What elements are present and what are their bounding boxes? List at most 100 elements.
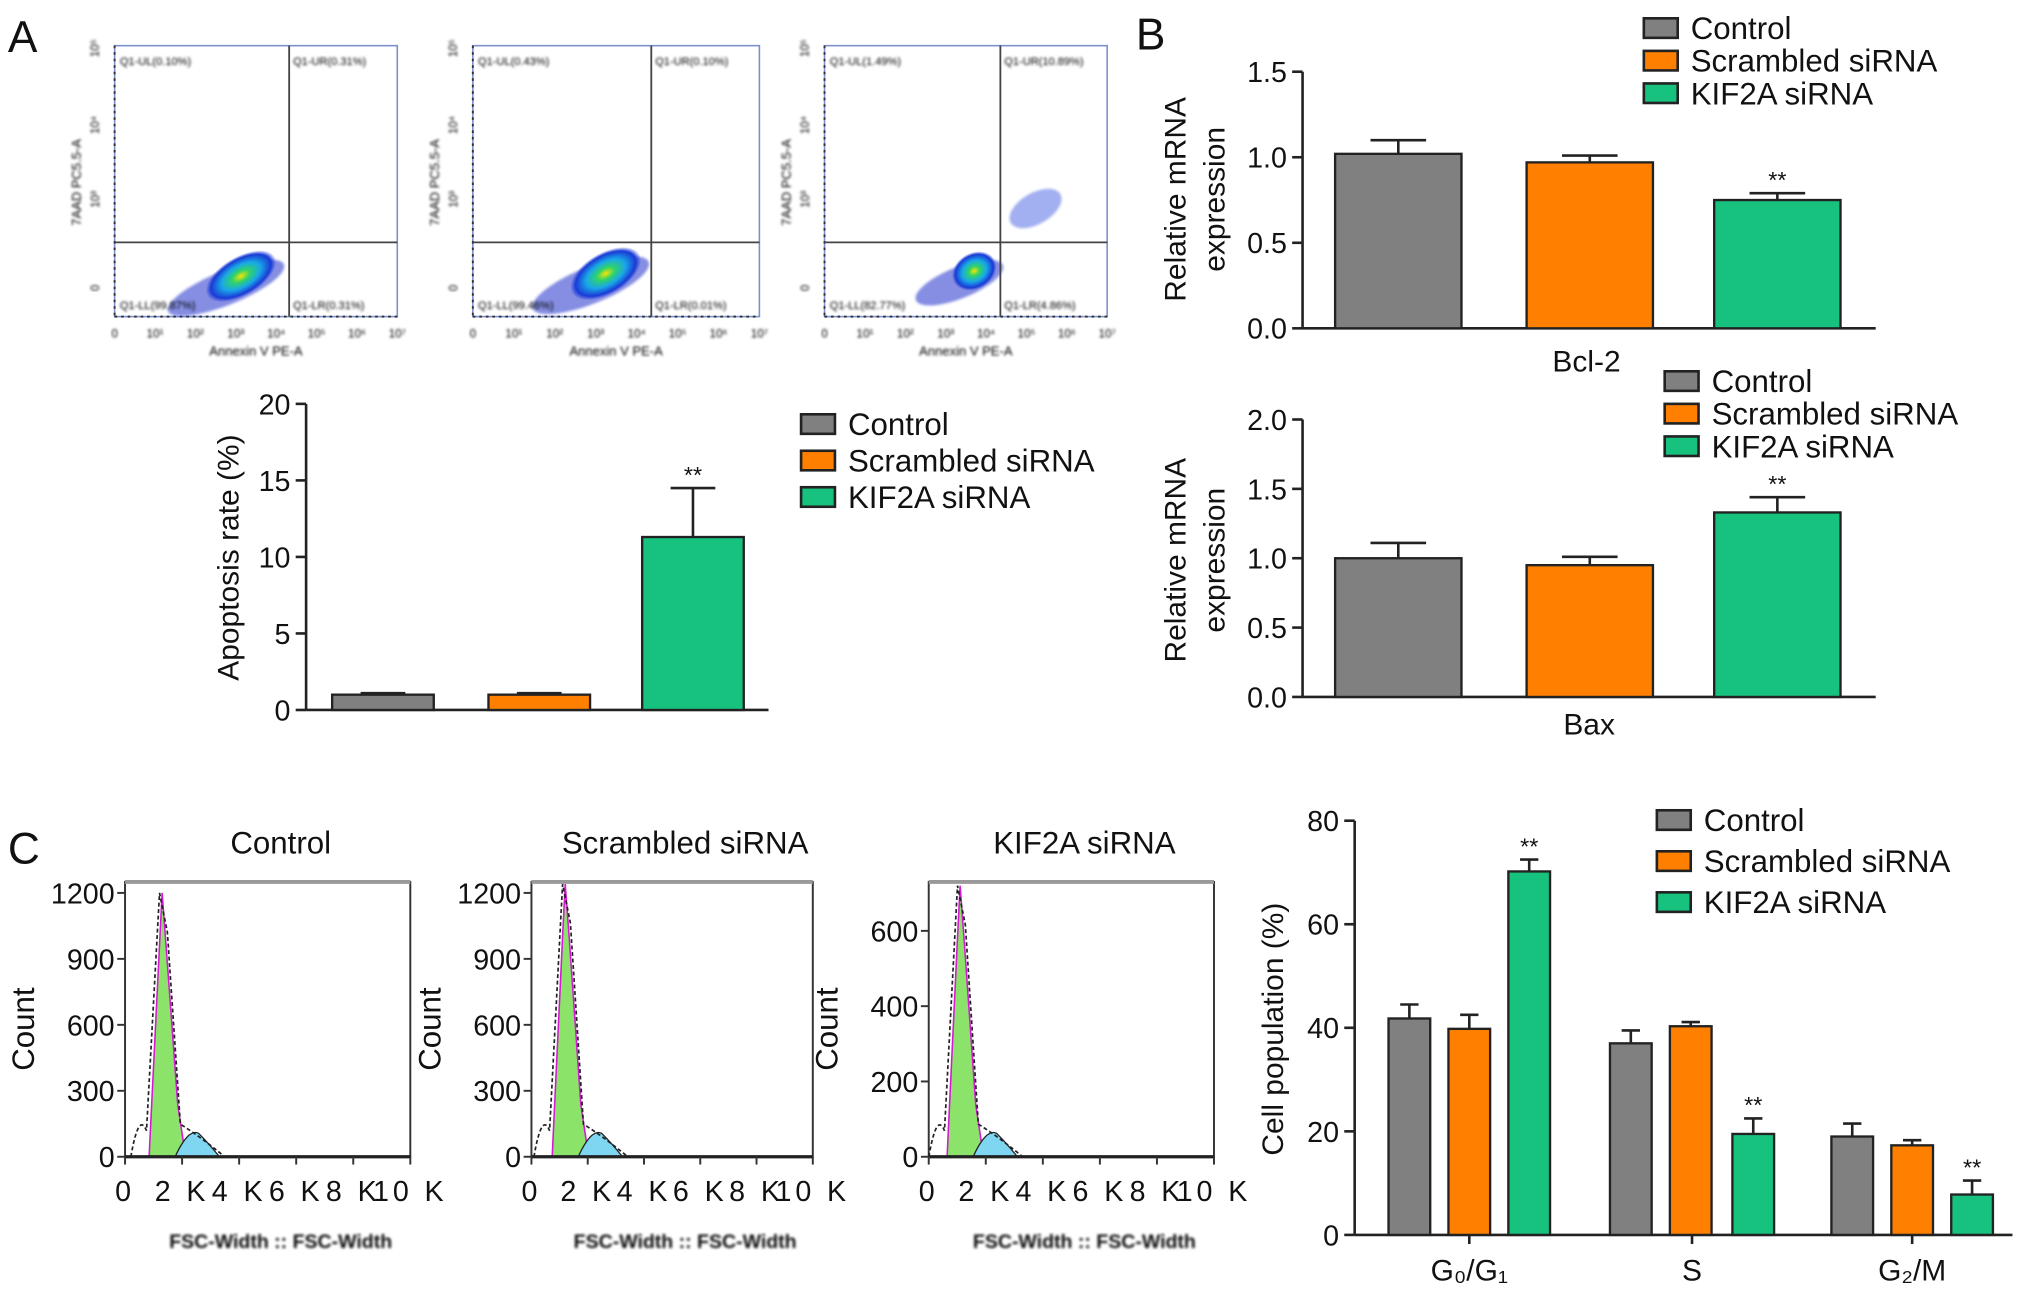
y-axis-label: 7AAD PC5.5-A [69, 139, 84, 226]
x-tick-label: 10⁴ [267, 327, 285, 340]
fit-curve [928, 885, 1024, 1158]
y-tick-label: 900 [473, 944, 521, 976]
x-tick-label: 4 K [212, 1176, 267, 1208]
y-tick-label: 0 [447, 284, 460, 291]
significance-marker: ** [1963, 1154, 1981, 1180]
y-tick-label: 10⁴ [89, 116, 102, 134]
y-tick-label: 10⁵ [799, 39, 812, 57]
event-density [570, 247, 642, 301]
flow-plot-1: Q1-UL(0.10%) Q1-UR(0.31%) Q1-LL(99.87%) Q1-… [69, 39, 406, 358]
g2-peak-area [972, 1131, 1019, 1158]
x-tick-label: 8 K [1130, 1176, 1185, 1208]
bar-scrambled-sirna [487, 693, 592, 712]
x-tick-label: 0 [115, 1176, 135, 1208]
x-tick-label: 4 K [1015, 1176, 1070, 1208]
x-tick-label: 10⁵ [308, 327, 326, 340]
x-tick-label: 6 K [673, 1176, 728, 1208]
bar-control [1830, 1135, 1875, 1237]
y-tick-label: 0.0 [1247, 314, 1287, 346]
bar-scrambled-sirna [1890, 1144, 1935, 1237]
legend-label: Control [848, 407, 949, 442]
x-tick-label: 10⁶ [710, 327, 728, 340]
x-tick-label: 0 [821, 327, 828, 340]
x-axis-label: Annexin V PE-A [919, 344, 1013, 359]
x-tick-label: 10⁶ [348, 327, 366, 340]
x-tick-label: 6 K [269, 1176, 324, 1208]
bar-control [1608, 1042, 1653, 1237]
x-tick-label: 8 K [729, 1176, 784, 1208]
x-axis-label: Bax [1563, 709, 1615, 742]
legend-swatch [799, 412, 837, 436]
y-tick-label: 0.5 [1247, 228, 1287, 260]
significance-marker: ** [1768, 167, 1786, 193]
bar-kif2a-sirna [1950, 1193, 1995, 1237]
x-tick-label: 10³ [937, 327, 954, 340]
bax-mrna-chart: 0.0 0.5 1.0 1.5 2.0 Relative mRNA expression **… [1159, 364, 1958, 742]
quadrant-ur-label: Q1-UR(0.10%) [655, 56, 728, 68]
y-tick-label: 0 [275, 695, 291, 727]
y-axis-label: expression [1198, 127, 1231, 272]
quadrant-ul-label: Q1-UL(1.49%) [830, 56, 901, 68]
x-axis-label: Bcl-2 [1552, 345, 1620, 378]
y-tick-label: 2.0 [1247, 405, 1287, 437]
y-tick-label: 1200 [457, 878, 521, 910]
bar-control [1387, 1017, 1432, 1237]
y-tick-label: 10⁵ [447, 39, 460, 57]
legend-swatch [1663, 402, 1700, 425]
legend-label: KIF2A siRNA [1691, 76, 1873, 111]
y-tick-label: 10³ [799, 191, 812, 208]
legend-label: Control [1691, 11, 1792, 46]
y-axis-label: Count [412, 987, 447, 1071]
y-axis-label: Cell population (%) [1257, 903, 1290, 1156]
x-tick-label: 2 K [560, 1176, 615, 1208]
legend-swatch [1663, 370, 1700, 393]
g2-peak-area [174, 1131, 221, 1158]
quadrant-ll-label: Q1-LL(82.77%) [830, 300, 906, 312]
x-axis-label: Annexin V PE-A [569, 344, 663, 359]
y-tick-label: 0 [89, 284, 102, 291]
x-tick-label: 10 K [776, 1176, 851, 1208]
flow-plot-2: Q1-UL(0.43%) Q1-UR(0.10%) Q1-LL(99.46%) Q1-… [427, 39, 768, 358]
significance-marker: ** [1744, 1092, 1762, 1118]
event-cloud-upper-right [1009, 188, 1062, 229]
y-tick-label: 1.5 [1247, 474, 1287, 506]
x-tick-label: 10⁶ [1058, 327, 1076, 340]
quadrant-ll-label: Q1-LL(99.87%) [120, 300, 196, 312]
x-tick-label: 10⁷ [1099, 327, 1116, 340]
legend-label: KIF2A siRNA [848, 480, 1030, 515]
y-tick-label: 20 [1307, 1117, 1339, 1149]
y-tick-label: 1.5 [1247, 57, 1287, 89]
x-tick-label: 10⁴ [977, 327, 995, 340]
legend-label: Control [1704, 803, 1805, 838]
x-tick-label: G₂/M [1878, 1255, 1946, 1288]
cell-population-chart: 0 20 40 60 80 Cell population (%) ** G₀/G₁ ** S **… [1257, 803, 2013, 1288]
legend-swatch [1655, 808, 1693, 832]
y-tick-label: 600 [473, 1010, 521, 1042]
fit-curve [533, 883, 629, 1158]
x-tick-label: 2 K [155, 1176, 210, 1208]
quadrant-ul-label: Q1-UL(0.43%) [478, 56, 549, 68]
y-axis-label: Count [810, 987, 845, 1071]
x-tick-label: 10² [546, 327, 563, 340]
y-tick-label: 1.0 [1247, 143, 1287, 175]
bar-kif2a-sirna [1507, 870, 1552, 1237]
x-tick-label: 8 K [326, 1176, 381, 1208]
y-tick-label: 10³ [447, 191, 460, 208]
quadrant-lr-label: Q1-LR(0.31%) [293, 300, 364, 312]
flow-plot-3: Q1-UL(1.49%) Q1-UR(10.89%) Q1-LL(82.77%) Q1… [779, 39, 1116, 358]
y-tick-label: 900 [67, 944, 115, 976]
x-tick-label: 0 [111, 327, 118, 340]
x-tick-label: 10¹ [856, 327, 873, 340]
legend-label: KIF2A siRNA [1712, 429, 1894, 464]
legend-swatch [1642, 82, 1680, 105]
y-axis-label: Count [6, 987, 41, 1071]
y-tick-label: 60 [1307, 910, 1339, 942]
x-tick-label: 10¹ [505, 327, 522, 340]
y-tick-label: 5 [275, 619, 291, 651]
quadrant-ur-label: Q1-UR(10.89%) [1004, 56, 1083, 68]
x-tick-label: 10² [897, 327, 914, 340]
y-tick-label: 300 [67, 1076, 115, 1108]
